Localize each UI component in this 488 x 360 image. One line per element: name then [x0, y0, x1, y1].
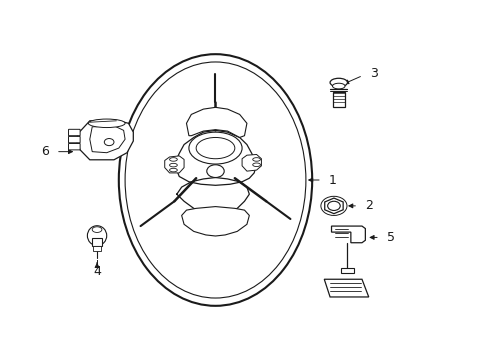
Ellipse shape	[88, 119, 125, 127]
FancyBboxPatch shape	[68, 129, 80, 136]
FancyBboxPatch shape	[68, 136, 80, 143]
Ellipse shape	[169, 158, 177, 161]
Ellipse shape	[92, 227, 102, 233]
Text: 1: 1	[328, 174, 336, 186]
Ellipse shape	[329, 78, 347, 87]
Polygon shape	[324, 279, 368, 297]
Ellipse shape	[327, 201, 340, 211]
Ellipse shape	[125, 62, 305, 298]
Ellipse shape	[252, 158, 260, 161]
Text: 6: 6	[41, 145, 49, 158]
Text: 3: 3	[369, 67, 377, 80]
FancyBboxPatch shape	[341, 268, 353, 273]
Polygon shape	[181, 207, 249, 236]
Text: 4: 4	[93, 265, 101, 278]
Ellipse shape	[104, 139, 114, 145]
Ellipse shape	[252, 163, 260, 167]
Polygon shape	[324, 198, 343, 214]
Polygon shape	[90, 126, 125, 153]
FancyBboxPatch shape	[93, 246, 101, 251]
Polygon shape	[164, 156, 183, 173]
Polygon shape	[186, 107, 246, 138]
Ellipse shape	[188, 132, 242, 164]
Ellipse shape	[119, 54, 311, 306]
Ellipse shape	[87, 226, 106, 246]
Ellipse shape	[169, 163, 177, 167]
Ellipse shape	[206, 165, 224, 177]
FancyBboxPatch shape	[332, 93, 344, 107]
FancyBboxPatch shape	[68, 144, 80, 150]
Ellipse shape	[196, 138, 234, 159]
Polygon shape	[242, 154, 261, 171]
Text: 2: 2	[365, 199, 372, 212]
Polygon shape	[77, 120, 133, 160]
Ellipse shape	[332, 83, 345, 89]
FancyBboxPatch shape	[92, 238, 102, 246]
Ellipse shape	[169, 168, 177, 172]
Polygon shape	[331, 226, 365, 243]
Text: 5: 5	[386, 231, 394, 244]
